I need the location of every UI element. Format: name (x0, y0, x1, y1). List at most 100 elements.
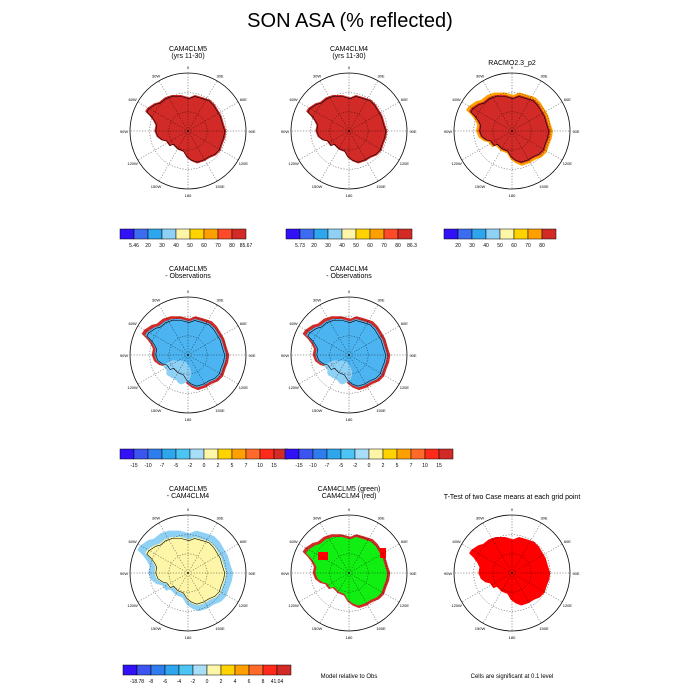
colorbar-box (259, 448, 275, 460)
meridian-line (461, 101, 513, 132)
meridian-line (137, 101, 189, 132)
map-panel-ttest: 0 30E 60E 90E 120E 150E 180 150W 120W 90W 60W 30W (444, 507, 580, 640)
latitude-circle (492, 111, 532, 151)
meridian-line (511, 522, 542, 574)
colorbar-label: -5 (339, 463, 344, 469)
longitude-label: 60E (240, 97, 247, 102)
meridian-line (298, 101, 350, 132)
colorbar-label: 15 (436, 463, 442, 469)
longitude-label: 120E (239, 385, 249, 390)
colorbar-label: 4 (234, 679, 237, 685)
polar-map: 0 30E 60E 90E 120E 150E 180 150W 120W 90W 60W 30W (281, 289, 417, 422)
colorbar-box (424, 448, 440, 460)
panel-title-p2: CAM4CLM4 (yrs 11-30) (269, 46, 429, 60)
longitude-label: 120E (563, 603, 573, 608)
meridian-line (482, 80, 513, 132)
colorbar-label: 5 (231, 463, 234, 469)
colorbar-box (175, 228, 191, 240)
longitude-label: 60W (128, 321, 136, 326)
colorbar-label: 5.73 (295, 243, 305, 249)
longitude-label: 30E (216, 297, 223, 302)
longitude-label: 0 (187, 507, 190, 512)
colorbar-box (397, 228, 413, 240)
longitude-label: 150W (151, 408, 162, 413)
longitude-label: 150E (376, 408, 386, 413)
colorbar-box (234, 664, 250, 676)
map-boundary (290, 296, 408, 414)
colorbar-label: 41.04 (271, 679, 284, 685)
colorbar-label: 60 (201, 243, 207, 249)
colorbar-label: 50 (353, 243, 359, 249)
longitude-label: 60W (452, 97, 460, 102)
longitude-label: 120E (563, 161, 573, 166)
meridian-line (137, 543, 189, 574)
colorbar-box (355, 228, 371, 240)
meridian-line (348, 572, 379, 624)
map-boundary (129, 72, 247, 190)
colorbar-box (245, 448, 261, 460)
meridian-line (158, 130, 189, 182)
longitude-label: 150E (215, 184, 225, 189)
colorbar-label: -10 (144, 463, 151, 469)
meridian-line (298, 543, 350, 574)
longitude-label: 30W (313, 73, 321, 78)
colorbar-box (354, 448, 370, 460)
colorbar-box (284, 448, 300, 460)
colorbar-box (527, 228, 543, 240)
colorbar-label: -2 (188, 463, 193, 469)
colorbar-label: 80 (229, 243, 235, 249)
meridian-line (348, 325, 400, 356)
longitude-label: 30W (476, 73, 484, 78)
colorbar-box (443, 228, 459, 240)
longitude-label: 30E (540, 515, 547, 520)
longitude-label: 30E (377, 297, 384, 302)
meridian-line (511, 572, 563, 603)
longitude-label: 60E (240, 539, 247, 544)
longitude-label: 0 (348, 289, 351, 294)
colorbar-label: 0 (203, 463, 206, 469)
latitude-circle (149, 92, 227, 170)
longitude-label: 90E (248, 129, 255, 134)
meridian-line (319, 130, 350, 182)
coastline (146, 538, 226, 605)
latitude-circle (149, 534, 227, 612)
longitude-label: 120W (288, 603, 299, 608)
colorbar-box (513, 228, 529, 240)
longitude-label: 90W (444, 129, 452, 134)
meridian-line (348, 101, 400, 132)
meridian-line (348, 304, 379, 356)
colorbar-box (203, 228, 219, 240)
main-title: SON ASA (% reflected) (247, 10, 453, 32)
colorbar-box (206, 664, 222, 676)
meridian-line (187, 354, 218, 406)
colorbar-label: -7 (325, 463, 330, 469)
colorbar-label: 20 (455, 243, 461, 249)
colorbar-box (438, 448, 454, 460)
meridian-line (348, 354, 400, 385)
longitude-label: 150E (376, 626, 386, 631)
colorbar-box (382, 448, 398, 460)
meridian-line (319, 572, 350, 624)
longitude-label: 150W (312, 184, 323, 189)
longitude-label: 120W (127, 385, 138, 390)
colorbar-label: 50 (497, 243, 503, 249)
longitude-label: 90W (120, 571, 128, 576)
meridian-line (187, 304, 218, 356)
meridian-line (187, 325, 239, 356)
colorbar-box (299, 228, 315, 240)
colorbar-box (217, 228, 233, 240)
longitude-label: 180 (509, 193, 516, 198)
longitude-label: 60W (452, 539, 460, 544)
colorbar-box (150, 664, 166, 676)
longitude-label: 120E (239, 603, 249, 608)
colorbar-label: -15 (130, 463, 137, 469)
colorbar-label: -6 (163, 679, 168, 685)
map-panel-clm4-minus-obs: 0 30E 60E 90E 120E 150E 180 150W 120W 90W 60W 30W (281, 289, 417, 422)
meridian-line (511, 543, 563, 574)
colorbar-box (471, 228, 487, 240)
longitude-label: 180 (346, 635, 353, 640)
meridian-line (187, 354, 239, 385)
colorbar-label: -2 (191, 679, 196, 685)
longitude-label: 180 (185, 635, 192, 640)
map-boundary (453, 72, 571, 190)
